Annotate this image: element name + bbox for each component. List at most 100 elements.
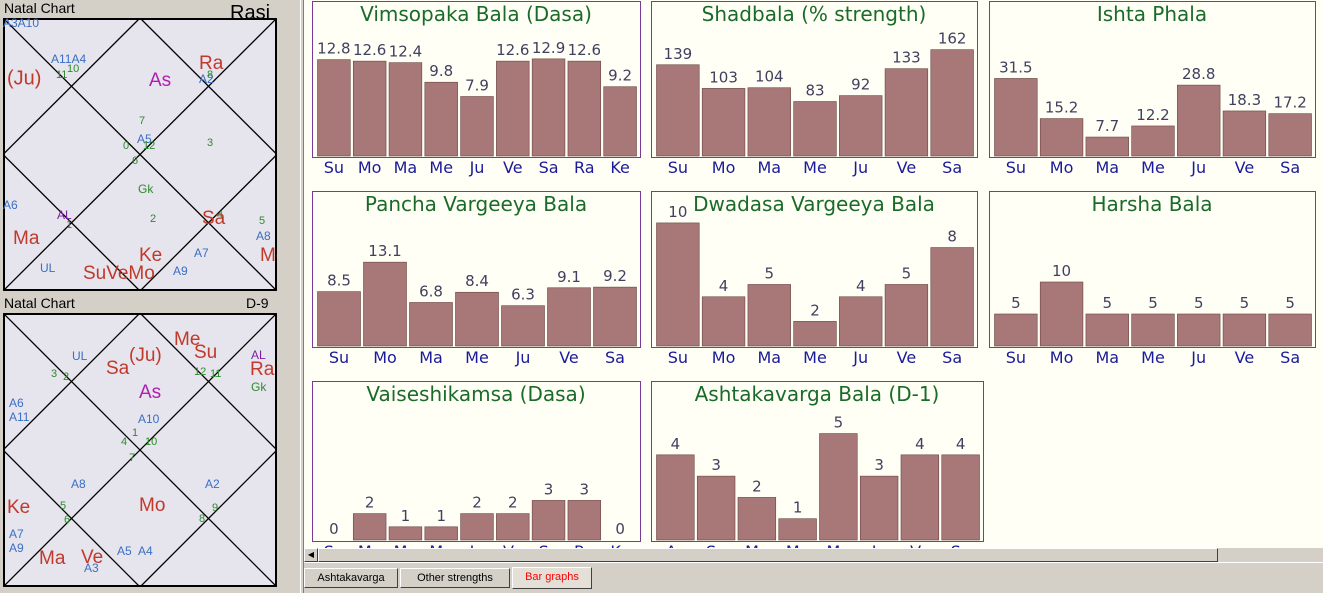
chart-label: 3 xyxy=(51,368,57,380)
bar xyxy=(455,291,499,347)
bar-value-label: 8 xyxy=(947,228,957,246)
category-tick-label: Ju xyxy=(852,348,868,367)
bar xyxy=(737,497,777,541)
splitter[interactable] xyxy=(300,0,304,593)
bar-graph-panel: Harsha Bala 5 Su 10 Mo 5 Ma 5 Me 5 Ju 5 Ve 5 Sa xyxy=(989,191,1316,367)
category-tick-label: Su xyxy=(668,348,688,367)
category-tick-label: Su xyxy=(329,348,349,367)
category-tick-label: Ma xyxy=(394,158,418,177)
tab-ashtakavarga[interactable]: Ashtakavarga xyxy=(304,568,398,588)
chart-label: 6 xyxy=(132,155,138,167)
chart-label: A2 xyxy=(205,477,220,491)
bar xyxy=(388,526,423,541)
chart-label: 0 xyxy=(123,140,129,152)
bar xyxy=(656,454,695,541)
chart-label: Me xyxy=(174,329,200,350)
bar-value-label: 1 xyxy=(793,499,803,517)
chart-label: 11 xyxy=(210,368,221,380)
chart-label: 11 xyxy=(56,69,67,81)
bar-value-label: 0 xyxy=(615,520,625,538)
chart-label: Su xyxy=(194,342,217,363)
chart-title: Harsha Bala xyxy=(1091,192,1212,216)
bar xyxy=(547,287,591,347)
bar xyxy=(460,96,494,157)
bar xyxy=(388,62,423,157)
category-tick-label: Sa xyxy=(539,542,559,548)
category-tick-label: Su xyxy=(324,158,344,177)
bar xyxy=(424,81,458,157)
bar-value-label: 5 xyxy=(1240,294,1250,312)
category-tick-label: Sa xyxy=(942,348,962,367)
bar-value-label: 9.1 xyxy=(557,268,581,286)
chart-label: Ra xyxy=(250,359,275,380)
bar xyxy=(900,454,940,541)
bar-graph-panel: Dwadasa Vargeeya Bala 10 Su 4 Mo 5 Ma 2 Me 4 Ju 5 Ve… xyxy=(651,191,978,367)
bar xyxy=(839,95,883,157)
bottom-tab-bar: Ashtakavarga Other strengths Bar graphs xyxy=(304,562,1323,593)
chart-label: 5 xyxy=(60,500,66,512)
chart-label: A9 xyxy=(173,264,188,278)
category-tick-label: Ma xyxy=(394,542,418,548)
bar xyxy=(496,60,530,157)
chart-label: 6 xyxy=(64,514,70,526)
category-tick-label: Ve xyxy=(559,348,579,367)
d9-chart-title: Natal Chart xyxy=(4,295,75,311)
horizontal-scrollbar[interactable]: ◀ xyxy=(304,548,1323,562)
bar xyxy=(1131,125,1175,157)
chart-label: A10 xyxy=(138,412,160,426)
rasi-chart-title: Natal Chart xyxy=(4,0,75,16)
category-tick-label: Su xyxy=(668,158,688,177)
bar-value-label: 17.2 xyxy=(1273,94,1306,112)
bar-value-label: 5 xyxy=(902,264,912,282)
bar-value-label: 10 xyxy=(668,203,687,221)
chart-title: Ashtakavarga Bala (D-1) xyxy=(695,382,940,406)
category-tick-label: Ve xyxy=(1235,158,1255,177)
chart-divider-line xyxy=(3,313,277,587)
chart-label: A5 xyxy=(117,544,132,558)
bar xyxy=(656,64,700,157)
chart-label: 12 xyxy=(143,140,155,152)
category-tick-label: Ma xyxy=(786,542,810,548)
category-tick-label: Mo xyxy=(373,348,397,367)
bar xyxy=(317,291,361,347)
scroll-left-arrow[interactable]: ◀ xyxy=(304,548,318,562)
category-tick-label: Sa xyxy=(1280,348,1300,367)
chart-label: A8 xyxy=(256,229,271,243)
bar xyxy=(930,49,974,157)
bar xyxy=(1085,136,1129,157)
bar xyxy=(884,284,929,347)
scroll-thumb[interactable] xyxy=(318,548,1218,562)
bar-graph-panel: Ashtakavarga Bala (D-1) 4 As 3 Su 2 Mo 1 Ma 5 Me 3 J… xyxy=(651,381,984,548)
bar-value-label: 2 xyxy=(810,301,820,319)
bar-graph-panel: Pancha Vargeeya Bala 8.5 Su 13.1 Mo 6.8 Ma 8.4 M… xyxy=(312,191,641,367)
category-tick-label: Su xyxy=(1006,158,1026,177)
bar-value-label: 5 xyxy=(1194,294,1204,312)
chart-label: A4 xyxy=(138,544,153,558)
category-tick-label: Ma xyxy=(419,348,443,367)
bar xyxy=(701,296,746,347)
category-tick-label: Me xyxy=(803,348,827,367)
bar xyxy=(496,513,530,541)
bar xyxy=(656,222,700,347)
bar xyxy=(424,526,458,541)
bar xyxy=(884,68,929,157)
bar-value-label: 92 xyxy=(851,76,870,94)
chart-title: Shadbala (% strength) xyxy=(702,2,927,26)
tab-other-strengths[interactable]: Other strengths xyxy=(400,568,510,588)
tab-bar-graphs[interactable]: Bar graphs xyxy=(512,567,592,589)
chart-label: UL xyxy=(40,261,56,275)
chart-label: 10 xyxy=(145,436,157,448)
chart-label: UL xyxy=(72,349,88,363)
bar-value-label: 2 xyxy=(472,494,482,512)
chart-label: Gk xyxy=(138,182,154,196)
bar-value-label: 9.2 xyxy=(603,267,627,285)
bar-value-label: 5 xyxy=(1103,294,1113,312)
chart-label: A6 xyxy=(3,198,18,212)
chart-label: A8 xyxy=(71,477,86,491)
bar-value-label: 1 xyxy=(436,507,446,525)
bar-value-label: 8.4 xyxy=(465,272,489,290)
bar xyxy=(701,88,746,157)
bar-value-label: 4 xyxy=(915,435,925,453)
